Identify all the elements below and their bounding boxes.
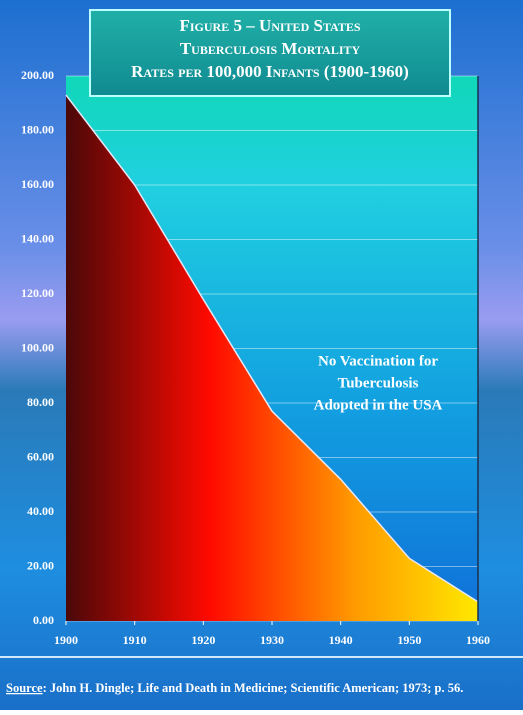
title-box [89,9,451,97]
chart-title: Figure 5 – United States [179,16,360,35]
source-text: : John H. Dingle; Life and Death in Medi… [43,681,464,695]
y-tick-label: 80.00 [27,395,54,409]
x-tick-label: 1960 [466,633,490,647]
x-tick-label: 1900 [54,633,78,647]
area-edge [65,94,479,603]
y-tick-label: 140.00 [21,231,54,245]
x-tick-label: 1930 [260,633,284,647]
y-tick-label: 180.00 [21,122,54,136]
y-tick-label: 200.00 [21,68,54,82]
y-tick-label: 120.00 [21,286,54,300]
x-tick-label: 1950 [397,633,421,647]
y-tick-label: 40.00 [27,504,54,518]
y-tick-label: 100.00 [21,340,54,354]
source: Source: John H. Dingle; Life and Death i… [6,681,463,695]
chart-title: Tuberculosis Mortality [180,39,361,58]
y-tick-label: 60.00 [27,449,54,463]
source-label: Source [6,681,43,695]
x-tick-label: 1920 [191,633,215,647]
annotation: Tuberculosis [338,375,419,391]
chart-title: Rates per 100,000 Infants (1900-1960) [131,62,409,81]
x-tick-label: 1940 [329,633,353,647]
y-tick-label: 160.00 [21,177,54,191]
y-tick-label: 0.00 [33,613,54,627]
area [66,95,478,621]
annotation: Adopted in the USA [314,397,443,413]
y-tick-label: 20.00 [27,558,54,572]
x-tick-label: 1910 [123,633,147,647]
annotation: No Vaccination for [318,353,438,369]
